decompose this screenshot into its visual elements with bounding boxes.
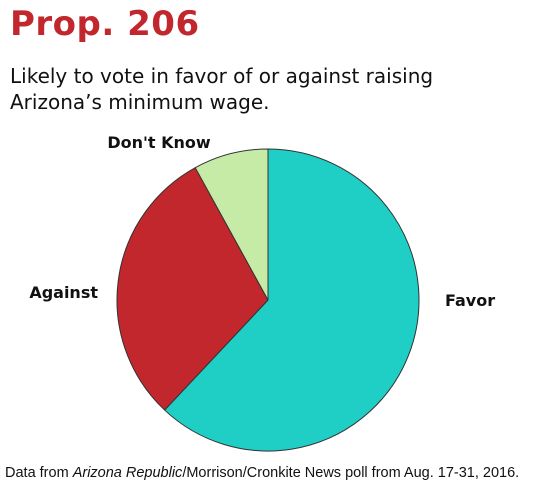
source-footnote: Data from Arizona Republic/Morrison/Cron…	[5, 465, 537, 481]
slice-label-against: Against	[29, 283, 98, 302]
pie-chart: Favor Against Don't Know	[29, 133, 495, 452]
pie-slice-against	[116, 167, 269, 411]
pie-slice-favor	[164, 148, 420, 452]
chart-title: Prop. 206	[10, 4, 200, 44]
footnote-suffix: /Morrison/Cronkite News poll from Aug. 1…	[182, 465, 520, 481]
chart-subtitle: Likely to vote in favor of or against ra…	[10, 64, 434, 114]
footnote-prefix: Data from	[5, 465, 73, 481]
pie-slices	[116, 148, 420, 452]
pie-slice-don-t-know	[194, 148, 269, 301]
slice-label-don-t-know: Don't Know	[107, 133, 211, 152]
pie-labels: Favor Against Don't Know	[29, 133, 495, 310]
slice-label-favor: Favor	[445, 291, 495, 310]
footnote-source: Arizona Republic	[72, 465, 183, 481]
